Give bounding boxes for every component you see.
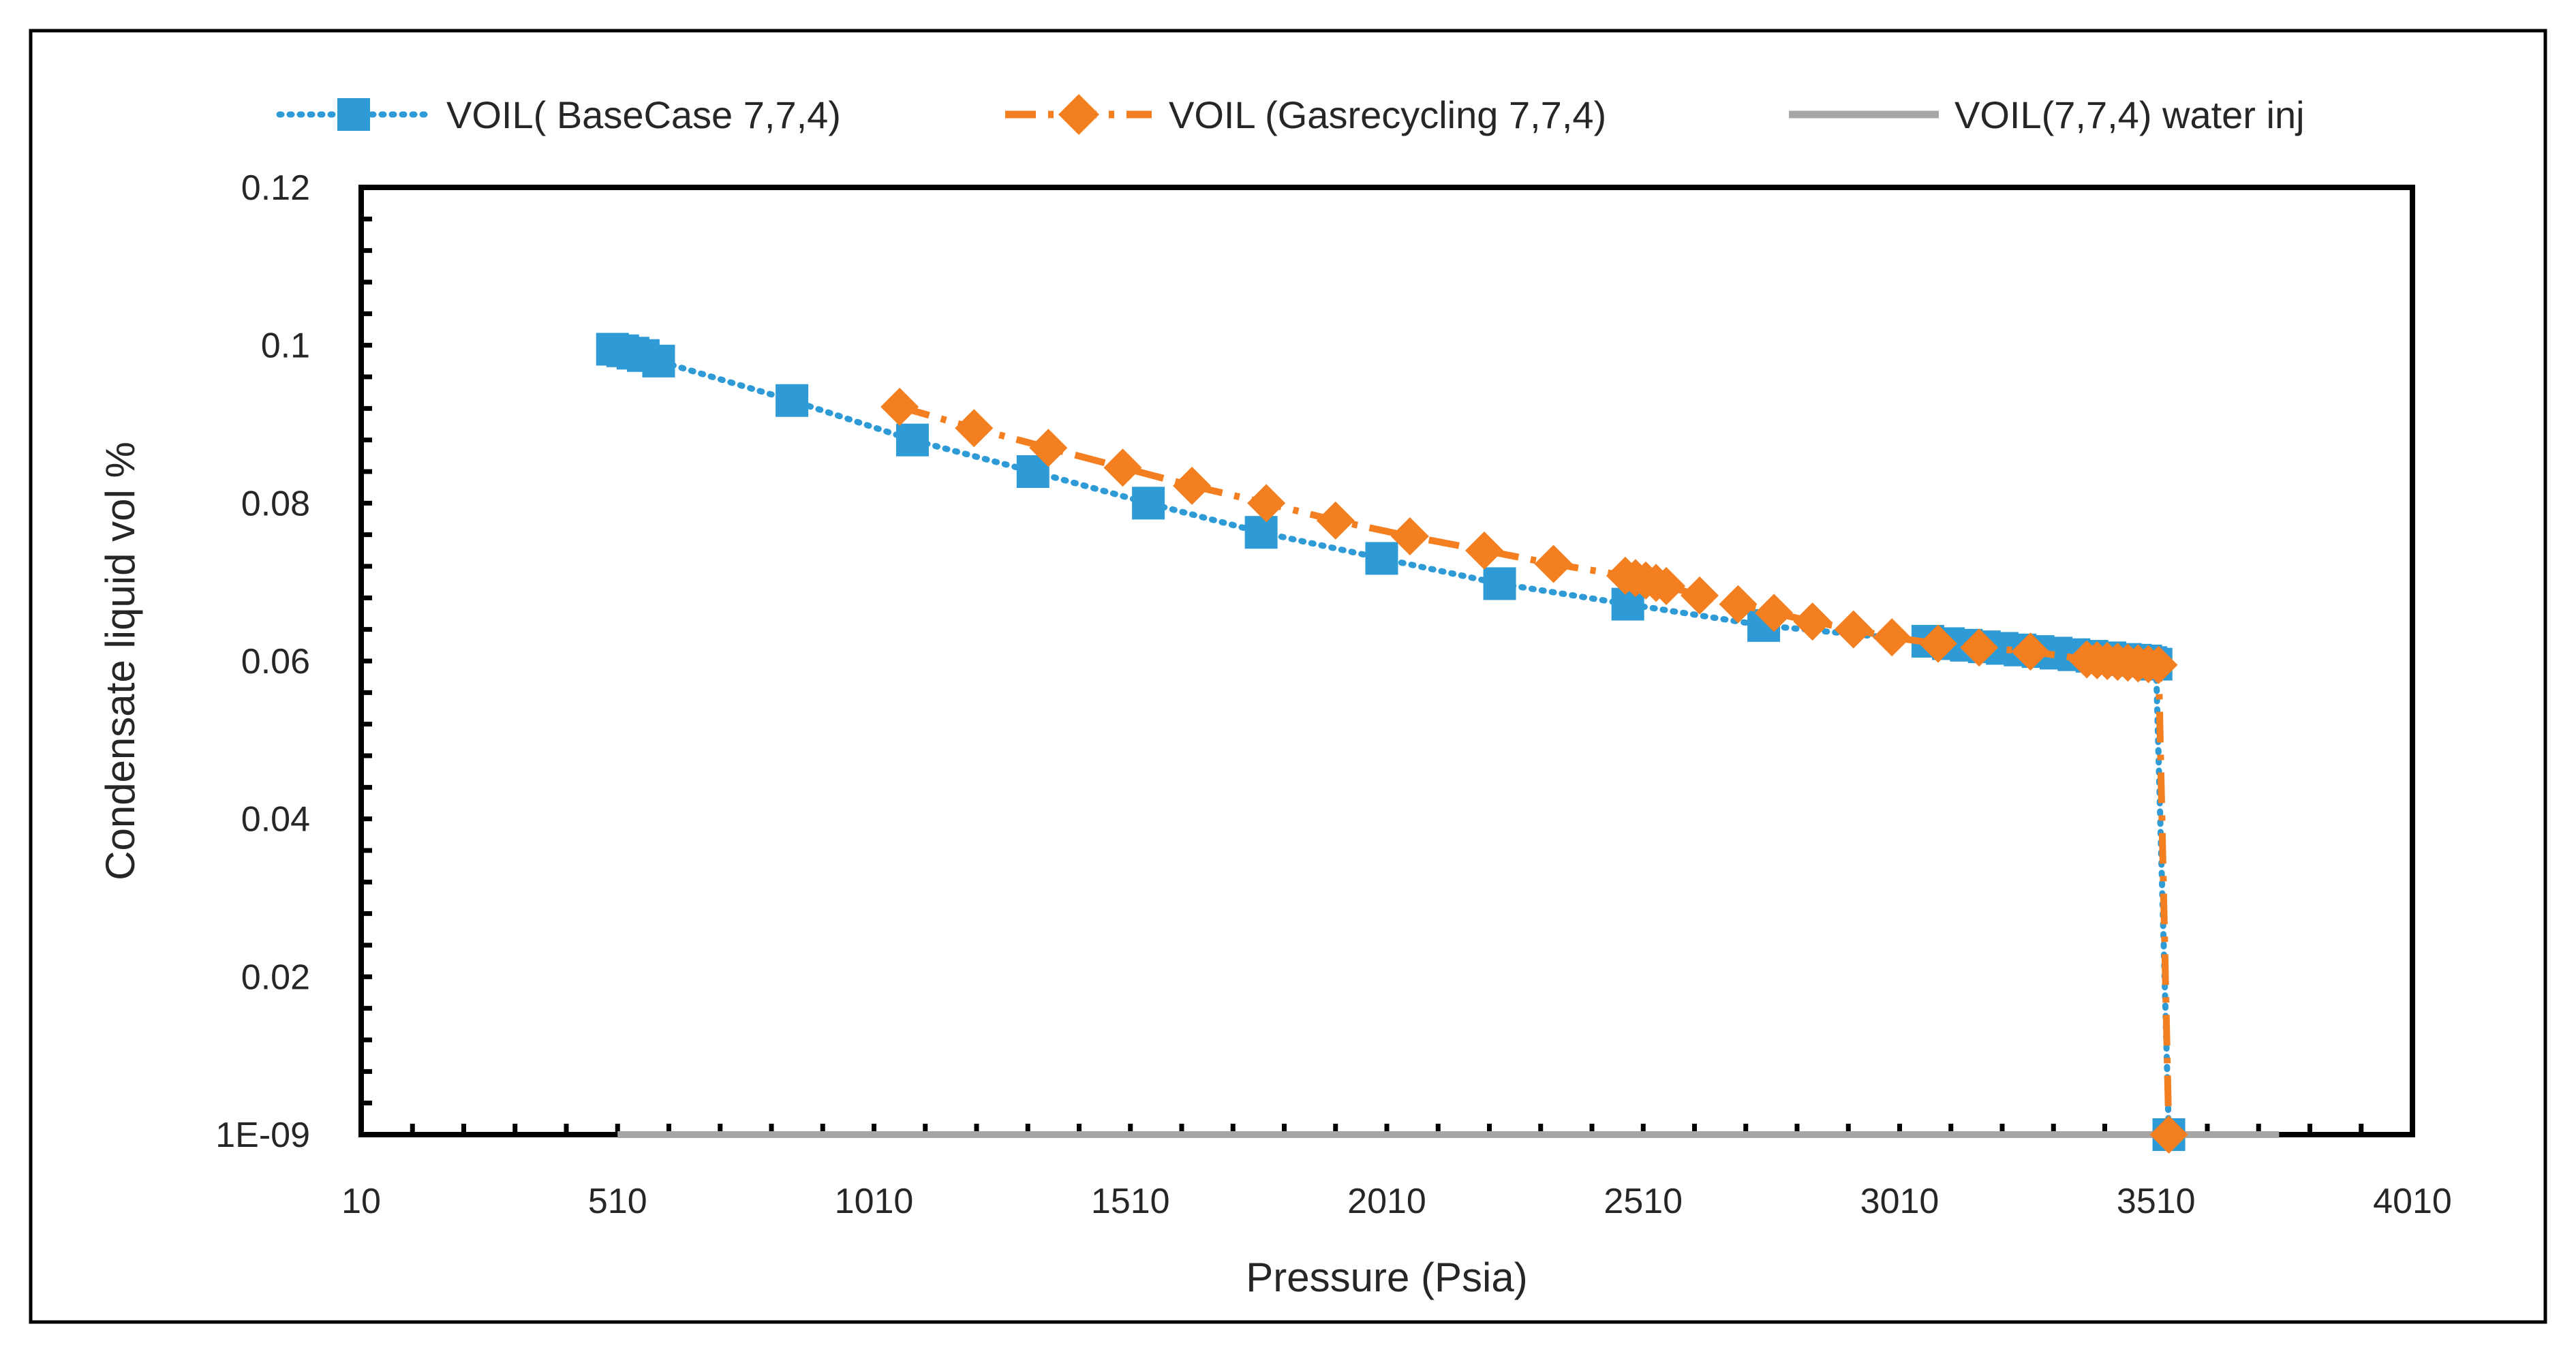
data-point-diamond xyxy=(1755,594,1794,632)
x-axis-title: Pressure (Psia) xyxy=(1246,1255,1527,1300)
data-point-diamond xyxy=(1390,517,1429,555)
data-point-diamond xyxy=(1960,628,1999,667)
x-tick-label: 4010 xyxy=(2373,1182,2452,1221)
x-tick-label: 1010 xyxy=(835,1182,914,1221)
legend-marker-basecase xyxy=(337,98,370,131)
y-tick-label: 0.12 xyxy=(241,168,310,208)
data-point-square xyxy=(1244,516,1278,549)
y-tick-labels: 1E-09 0.02 0.04 0.06 0.08 0.1 0.12 xyxy=(215,168,310,1155)
legend-marker-gasrecycling xyxy=(1058,94,1099,135)
data-point-diamond xyxy=(955,409,994,448)
legend-entry-basecase: VOIL( BaseCase 7,7,4) xyxy=(276,93,841,136)
y-tick-label: 0.1 xyxy=(261,326,310,366)
y-tick-label: 0.02 xyxy=(241,957,310,997)
data-point-diamond xyxy=(1873,618,1912,657)
data-point-square xyxy=(1365,542,1398,575)
y-tick-label: 0.08 xyxy=(241,484,310,523)
y-minor-ticks xyxy=(358,216,372,1106)
data-point-diamond xyxy=(1247,484,1286,523)
legend-label-basecase: VOIL( BaseCase 7,7,4) xyxy=(446,93,841,136)
data-point-square xyxy=(1132,487,1165,520)
data-point-diamond xyxy=(1834,610,1873,649)
data-point-diamond xyxy=(1719,585,1758,624)
y-tick-label: 0.04 xyxy=(241,800,310,840)
data-point-square xyxy=(776,384,809,417)
x-tick-label: 2510 xyxy=(1604,1182,1683,1221)
legend-label-waterinj: VOIL(7,7,4) water inj xyxy=(1954,93,2305,136)
x-tick-label: 10 xyxy=(341,1182,381,1221)
x-tick-label: 2010 xyxy=(1347,1182,1426,1221)
data-point-diamond xyxy=(1681,576,1719,615)
data-point-square xyxy=(642,344,675,378)
series-1 xyxy=(880,388,2188,1154)
y-tick-label: 1E-09 xyxy=(215,1116,310,1155)
data-point-diamond xyxy=(1103,448,1142,487)
y-tick-label: 0.06 xyxy=(241,642,310,681)
data-point-diamond xyxy=(1918,624,1957,663)
series-layer xyxy=(596,333,2280,1154)
legend-entry-waterinj: VOIL(7,7,4) water inj xyxy=(1789,93,2305,136)
x-tick-label: 510 xyxy=(588,1182,647,1221)
data-point-diamond xyxy=(2149,1116,2188,1154)
data-point-diamond xyxy=(1534,544,1573,583)
y-axis-title: Condensate liquid vol % xyxy=(97,442,143,880)
data-point-diamond xyxy=(880,388,919,427)
data-point-diamond xyxy=(1029,429,1068,467)
data-point-diamond xyxy=(1316,501,1355,540)
data-point-diamond xyxy=(1647,566,1686,605)
data-point-diamond xyxy=(1173,466,1212,505)
data-point-diamond xyxy=(1465,531,1503,570)
data-point-diamond xyxy=(2011,632,2050,671)
data-point-diamond xyxy=(2139,645,2178,684)
x-tick-label: 1510 xyxy=(1091,1182,1170,1221)
data-point-square xyxy=(895,423,929,457)
legend-label-gasrecycling: VOIL (Gasrecycling 7,7,4) xyxy=(1169,93,1606,136)
data-point-square xyxy=(1483,567,1516,600)
x-tick-label: 3010 xyxy=(1860,1182,1939,1221)
x-tick-label: 3510 xyxy=(2117,1182,2196,1221)
legend-entry-gasrecycling: VOIL (Gasrecycling 7,7,4) xyxy=(1005,93,1606,136)
x-tick-labels: 10 510 1010 1510 2010 2510 3010 3510 4010 xyxy=(341,1182,2452,1221)
data-point-diamond xyxy=(1793,602,1832,641)
legend: VOIL( BaseCase 7,7,4) VOIL (Gasrecycling… xyxy=(276,93,2305,136)
